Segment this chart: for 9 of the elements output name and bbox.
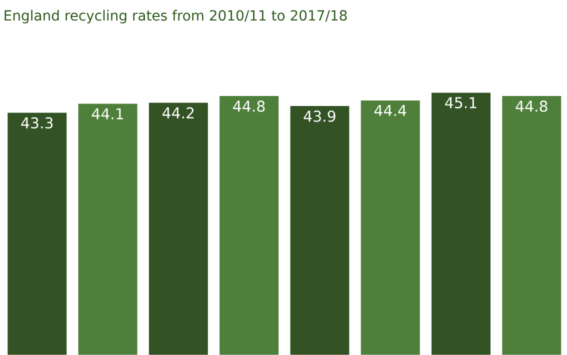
data-label: 44.4 [374, 105, 406, 116]
data-label: 45.1 [445, 97, 476, 108]
chart-title: England recycling rates from 2010/11 to 2017/18 [4, 10, 347, 24]
data-label: 44.1 [92, 108, 124, 120]
data-label: 43.3 [21, 117, 53, 129]
data-label: 44.2 [162, 107, 194, 118]
data-label: 44.8 [233, 100, 265, 112]
data-label: 43.9 [304, 110, 336, 122]
data-label: 44.8 [516, 100, 548, 112]
